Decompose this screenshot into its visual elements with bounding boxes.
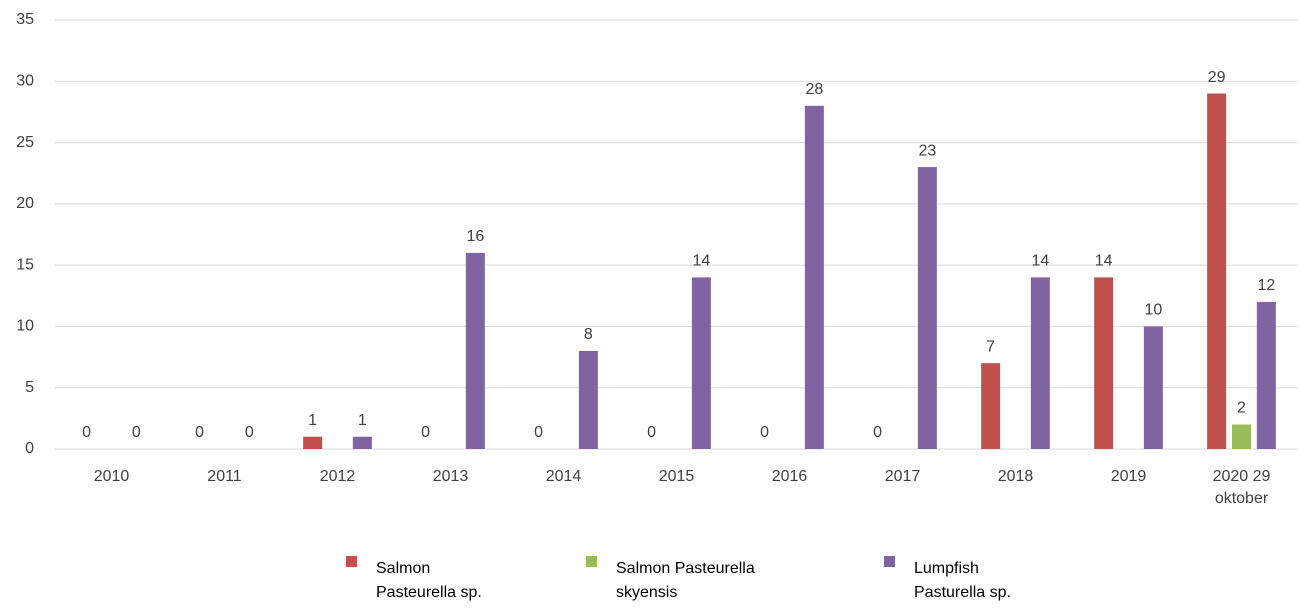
data-label: 7	[986, 338, 995, 355]
bar	[691, 277, 711, 449]
data-label: 0	[132, 424, 141, 441]
bar	[981, 363, 1001, 449]
bar	[303, 436, 323, 449]
data-label: 0	[534, 424, 543, 441]
x-tick-label: 2012	[319, 468, 356, 485]
data-label: 8	[584, 326, 593, 343]
x-tick-label: 2020 29 oktober	[1212, 468, 1271, 507]
x-tick-label: 2013	[432, 468, 469, 485]
bar	[1030, 277, 1050, 449]
y-tick-label: 5	[25, 379, 34, 396]
y-tick-label: 10	[16, 318, 34, 335]
bar	[917, 167, 937, 450]
data-label: 1	[308, 412, 317, 429]
y-tick-label: 15	[16, 256, 34, 273]
data-label: 14	[1095, 253, 1113, 270]
y-tick-label: 0	[25, 440, 34, 457]
data-label: 0	[873, 424, 882, 441]
legend-label: Lumpfish Pasturella sp.	[914, 560, 1011, 601]
y-tick-label: 30	[16, 73, 34, 90]
x-tick-label: 2010	[93, 468, 130, 485]
data-label: 0	[647, 424, 656, 441]
legend-marker	[884, 556, 895, 567]
bar	[1207, 93, 1227, 450]
bar	[1256, 301, 1276, 449]
bar	[1143, 326, 1163, 449]
x-tick-label: 2014	[545, 468, 582, 485]
y-tick-label: 20	[16, 195, 34, 212]
data-label: 29	[1208, 69, 1226, 86]
x-tick-label: 2018	[997, 468, 1034, 485]
data-label: 0	[421, 424, 430, 441]
x-tick-label: 2017	[884, 468, 921, 485]
data-label: 16	[466, 228, 484, 245]
y-tick-label: 35	[16, 11, 34, 28]
data-label: 0	[245, 424, 254, 441]
data-label: 12	[1257, 277, 1275, 294]
bar	[804, 105, 824, 450]
bar	[578, 350, 598, 449]
bar	[465, 252, 485, 449]
legend-marker	[586, 556, 597, 567]
bar	[1094, 277, 1114, 449]
bar	[1232, 424, 1251, 449]
data-label: 1	[358, 412, 367, 429]
data-label: 28	[805, 81, 823, 98]
x-tick-label: 2019	[1110, 468, 1147, 485]
bar	[352, 436, 372, 449]
data-label: 23	[918, 142, 936, 159]
legend-label: Salmon Pasteurella sp.	[376, 560, 482, 601]
y-tick-label: 25	[16, 134, 34, 151]
data-label: 0	[195, 424, 204, 441]
legend-marker	[346, 556, 357, 567]
data-label: 2	[1237, 400, 1246, 417]
data-label: 0	[760, 424, 769, 441]
legend-label: Salmon Pasteurella skyensis	[616, 560, 755, 601]
x-tick-label: 2015	[658, 468, 695, 485]
x-tick-label: 2011	[207, 468, 242, 485]
data-label: 14	[1031, 253, 1049, 270]
x-tick-label: 2016	[771, 468, 808, 485]
data-label: 10	[1144, 302, 1162, 319]
data-label: 14	[692, 253, 710, 270]
data-label: 0	[82, 424, 91, 441]
